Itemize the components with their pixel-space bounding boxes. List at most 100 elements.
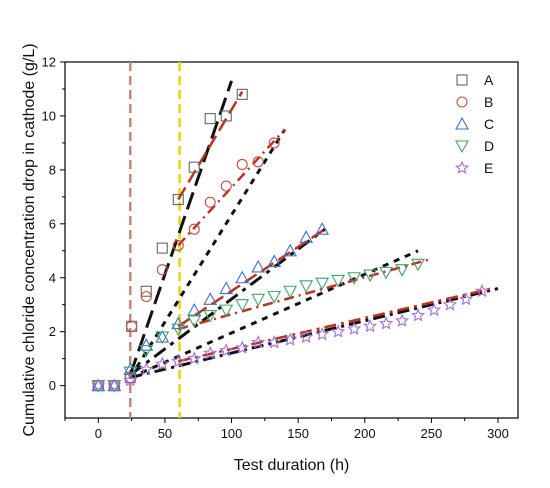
- data-point-b: [126, 320, 138, 332]
- data-point-e: [442, 297, 458, 311]
- legend-label-c: C: [484, 116, 494, 132]
- x-tick-label: 250: [421, 426, 443, 441]
- data-point-d: [203, 309, 218, 323]
- data-point-c: [187, 302, 202, 316]
- data-point-c: [251, 259, 266, 273]
- x-tick-label: 0: [95, 426, 102, 441]
- legend-label-a: A: [484, 72, 494, 88]
- data-point-d: [123, 366, 138, 380]
- data-point-b: [236, 158, 248, 171]
- legend-label-d: D: [484, 138, 494, 154]
- x-tick-label: 100: [221, 426, 243, 441]
- data-point-d: [363, 269, 378, 283]
- data-point-c: [267, 254, 282, 268]
- data-point-b: [172, 239, 184, 251]
- data-point-c: [139, 338, 154, 351]
- data-point-d: [283, 285, 298, 299]
- data-point-d: [315, 277, 330, 291]
- data-point-e: [139, 362, 154, 376]
- fit-line: [177, 128, 286, 247]
- data-point-c: [171, 316, 186, 330]
- data-point-e: [427, 302, 442, 317]
- data-point-e: [203, 345, 218, 360]
- data-point-e: [251, 335, 266, 349]
- data-point-a: [156, 242, 168, 254]
- data-point-e: [363, 318, 378, 333]
- data-point-e: [155, 356, 170, 371]
- data-point-e: [331, 324, 346, 338]
- fit-line: [177, 287, 492, 363]
- y-tick-label: 10: [42, 108, 56, 123]
- data-point-e: [411, 308, 426, 322]
- fit-line: [129, 128, 287, 379]
- data-point-c: [219, 281, 234, 295]
- data-point-d: [347, 272, 362, 285]
- data-point-e: [395, 313, 410, 327]
- y-axis-title: Cumulative chloride concentration drop i…: [21, 43, 38, 436]
- data-point-e: [379, 316, 394, 330]
- data-point-d: [171, 323, 186, 337]
- data-point-b: [252, 156, 264, 168]
- data-point-c: [235, 270, 250, 284]
- legend-marker-a: [456, 74, 468, 86]
- data-point-e: [91, 378, 106, 392]
- data-point-e: [235, 340, 250, 354]
- data-point-d: [379, 266, 394, 280]
- data-point-c: [203, 292, 218, 305]
- data-point-d: [331, 274, 346, 288]
- data-point-e: [347, 321, 362, 336]
- data-point-d: [187, 315, 202, 329]
- y-tick-label: 4: [49, 270, 56, 285]
- x-tick-label: 50: [158, 426, 172, 441]
- data-point-e: [219, 343, 234, 357]
- legend-label-e: E: [484, 160, 493, 176]
- data-point-b: [188, 223, 200, 235]
- data-point-e: [315, 326, 330, 341]
- data-point-e: [107, 378, 122, 392]
- data-point-d: [155, 331, 170, 345]
- data-point-d: [235, 299, 250, 312]
- data-point-d: [251, 293, 266, 307]
- data-point-b: [268, 137, 280, 149]
- fit-line: [177, 91, 244, 201]
- data-point-b: [140, 291, 152, 303]
- data-point-a: [140, 285, 152, 297]
- legend-marker-d: [455, 140, 469, 154]
- data-point-d: [219, 304, 234, 318]
- fit-line: [177, 228, 326, 328]
- data-point-e: [283, 332, 298, 346]
- legend-marker-b: [456, 96, 468, 108]
- data-point-c: [299, 230, 314, 243]
- fit-line: [129, 228, 326, 377]
- legend-marker-e: [454, 160, 470, 175]
- y-tick-label: 12: [42, 55, 56, 70]
- data-point-a: [172, 193, 184, 206]
- y-tick-label: 8: [49, 162, 56, 177]
- x-tick-label: 200: [354, 426, 376, 441]
- data-point-e: [123, 372, 138, 387]
- data-point-d: [411, 258, 426, 272]
- plot-frame: [64, 61, 519, 419]
- data-point-d: [267, 291, 282, 304]
- x-tick-label: 300: [487, 426, 509, 441]
- data-point-b: [220, 180, 232, 192]
- data-point-c: [283, 243, 298, 257]
- data-point-a: [220, 110, 232, 122]
- data-point-a: [188, 161, 200, 173]
- y-tick-label: 6: [49, 216, 56, 231]
- data-point-e: [299, 329, 314, 344]
- data-point-e: [171, 353, 186, 368]
- data-point-d: [139, 345, 154, 358]
- x-axis-title: Test duration (h): [234, 457, 350, 474]
- data-point-d: [395, 264, 410, 277]
- data-point-a: [236, 88, 248, 100]
- data-point-e: [458, 291, 474, 306]
- data-point-e: [474, 283, 490, 298]
- data-point-e: [187, 351, 202, 365]
- data-point-b: [204, 196, 216, 208]
- legend-label-b: B: [484, 94, 493, 110]
- data-point-e: [267, 335, 282, 349]
- legend-marker-c: [455, 116, 469, 130]
- data-point-a: [204, 113, 216, 125]
